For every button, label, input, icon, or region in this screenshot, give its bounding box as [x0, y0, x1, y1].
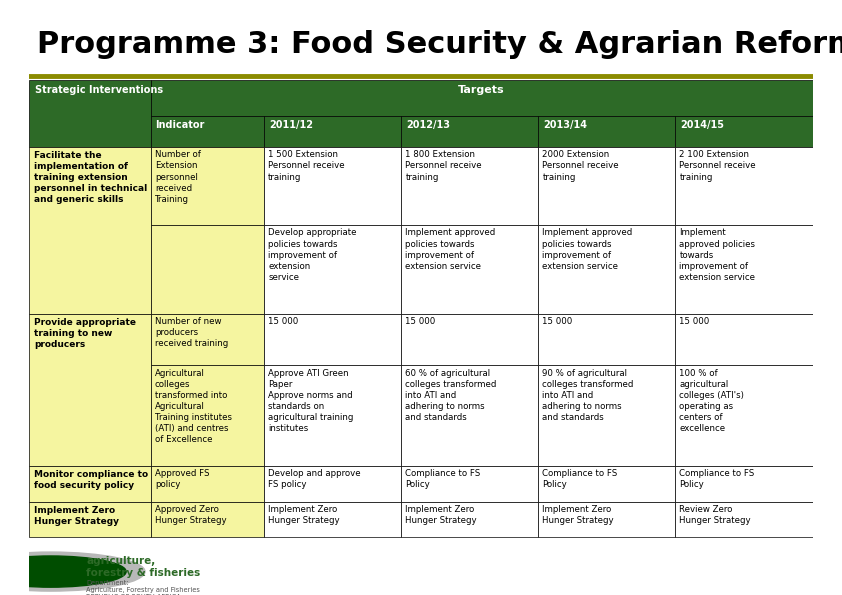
Text: 2013/14: 2013/14: [543, 120, 587, 130]
Text: Approved FS
policy: Approved FS policy: [155, 469, 210, 489]
Bar: [539, 365, 675, 466]
Bar: [539, 466, 675, 502]
Text: 15 000: 15 000: [542, 317, 573, 326]
Bar: [675, 147, 813, 225]
Text: Agriculture, Forestry and Fisheries: Agriculture, Forestry and Fisheries: [86, 587, 200, 593]
Bar: [151, 80, 813, 116]
Bar: [402, 466, 539, 502]
Text: Strategic Interventions: Strategic Interventions: [35, 85, 163, 95]
Text: 60 % of agricultural
colleges transformed
into ATI and
adhering to norms
and sta: 60 % of agricultural colleges transforme…: [405, 369, 497, 422]
Bar: [29, 80, 151, 147]
Text: Review Zero
Hunger Strategy: Review Zero Hunger Strategy: [679, 505, 751, 525]
Bar: [539, 225, 675, 314]
Bar: [151, 225, 264, 314]
Bar: [264, 314, 402, 365]
Text: Approve ATI Green
Paper
Approve norms and
standards on
agricultural training
ins: Approve ATI Green Paper Approve norms an…: [269, 369, 354, 433]
Bar: [402, 147, 539, 225]
Text: 2014/15: 2014/15: [680, 120, 724, 130]
Bar: [151, 502, 264, 537]
Circle shape: [0, 552, 145, 591]
Bar: [539, 147, 675, 225]
Bar: [264, 147, 402, 225]
Text: 90 % of agricultural
colleges transformed
into ATI and
adhering to norms
and sta: 90 % of agricultural colleges transforme…: [542, 369, 634, 422]
Bar: [539, 502, 675, 537]
Text: 1 800 Extension
Personnel receive
training: 1 800 Extension Personnel receive traini…: [405, 151, 482, 181]
Text: 1 500 Extension
Personnel receive
training: 1 500 Extension Personnel receive traini…: [269, 151, 345, 181]
Text: 2 100 Extension
Personnel receive
training: 2 100 Extension Personnel receive traini…: [679, 151, 756, 181]
Bar: [29, 147, 151, 314]
Bar: [264, 225, 402, 314]
Bar: [539, 116, 675, 147]
Bar: [264, 116, 402, 147]
Bar: [675, 466, 813, 502]
Text: Department:: Department:: [86, 580, 129, 586]
Text: 2011/12: 2011/12: [269, 120, 313, 130]
Text: Indicator: Indicator: [156, 120, 205, 130]
Text: 2000 Extension
Personnel receive
training: 2000 Extension Personnel receive trainin…: [542, 151, 619, 181]
Text: agriculture,: agriculture,: [86, 556, 155, 566]
Text: 15 000: 15 000: [405, 317, 435, 326]
Text: Implement approved
policies towards
improvement of
extension service: Implement approved policies towards impr…: [542, 228, 632, 271]
Bar: [264, 365, 402, 466]
Text: Programme 3: Food Security & Agrarian Reform: Programme 3: Food Security & Agrarian Re…: [37, 30, 842, 60]
Text: Compliance to FS
Policy: Compliance to FS Policy: [679, 469, 754, 489]
Text: Develop appropriate
policies towards
improvement of
extension
service: Develop appropriate policies towards imp…: [269, 228, 357, 282]
Text: Implement Zero
Hunger Strategy: Implement Zero Hunger Strategy: [35, 506, 120, 526]
Text: 15 000: 15 000: [269, 317, 299, 326]
Text: 100 % of
agricultural
colleges (ATI's)
operating as
centers of
excellence: 100 % of agricultural colleges (ATI's) o…: [679, 369, 744, 433]
Text: Agricultural
colleges
transformed into
Agricultural
Training institutes
(ATI) an: Agricultural colleges transformed into A…: [155, 369, 232, 444]
Text: REPUBLIC OF SOUTH AFRICA: REPUBLIC OF SOUTH AFRICA: [86, 594, 181, 595]
Bar: [151, 466, 264, 502]
Text: Implement Zero
Hunger Strategy: Implement Zero Hunger Strategy: [269, 505, 340, 525]
Bar: [29, 466, 151, 502]
Bar: [151, 147, 264, 225]
Bar: [402, 314, 539, 365]
Circle shape: [0, 556, 126, 587]
Text: Develop and approve
FS policy: Develop and approve FS policy: [269, 469, 361, 489]
Bar: [151, 314, 264, 365]
Bar: [402, 502, 539, 537]
Text: Provide appropriate
training to new
producers: Provide appropriate training to new prod…: [35, 318, 136, 349]
Text: Compliance to FS
Policy: Compliance to FS Policy: [542, 469, 618, 489]
Bar: [151, 116, 264, 147]
Text: Implement
approved policies
towards
improvement of
extension service: Implement approved policies towards impr…: [679, 228, 755, 282]
Bar: [539, 314, 675, 365]
Bar: [29, 314, 151, 466]
Bar: [29, 502, 151, 537]
Text: forestry & fisheries: forestry & fisheries: [86, 568, 200, 578]
Bar: [264, 502, 402, 537]
Text: Compliance to FS
Policy: Compliance to FS Policy: [405, 469, 481, 489]
Text: Implement approved
policies towards
improvement of
extension service: Implement approved policies towards impr…: [405, 228, 496, 271]
Bar: [675, 314, 813, 365]
Text: Implement Zero
Hunger Strategy: Implement Zero Hunger Strategy: [405, 505, 477, 525]
Bar: [402, 365, 539, 466]
Bar: [402, 116, 539, 147]
Bar: [402, 225, 539, 314]
Text: Monitor compliance to
food security policy: Monitor compliance to food security poli…: [35, 470, 148, 490]
Bar: [264, 466, 402, 502]
Text: Number of
Extension
personnel
received
Training: Number of Extension personnel received T…: [155, 151, 200, 203]
Bar: [675, 225, 813, 314]
Bar: [675, 116, 813, 147]
Bar: [675, 502, 813, 537]
Bar: [151, 365, 264, 466]
Text: Number of new
producers
received training: Number of new producers received trainin…: [155, 317, 228, 348]
Text: Facilitate the
implementation of
training extension
personnel in technical
and g: Facilitate the implementation of trainin…: [35, 151, 147, 205]
Text: 2012/13: 2012/13: [406, 120, 450, 130]
Text: 15 000: 15 000: [679, 317, 710, 326]
Text: Implement Zero
Hunger Strategy: Implement Zero Hunger Strategy: [542, 505, 614, 525]
Text: Approved Zero
Hunger Strategy: Approved Zero Hunger Strategy: [155, 505, 226, 525]
Bar: [675, 365, 813, 466]
Text: Targets: Targets: [458, 84, 505, 95]
